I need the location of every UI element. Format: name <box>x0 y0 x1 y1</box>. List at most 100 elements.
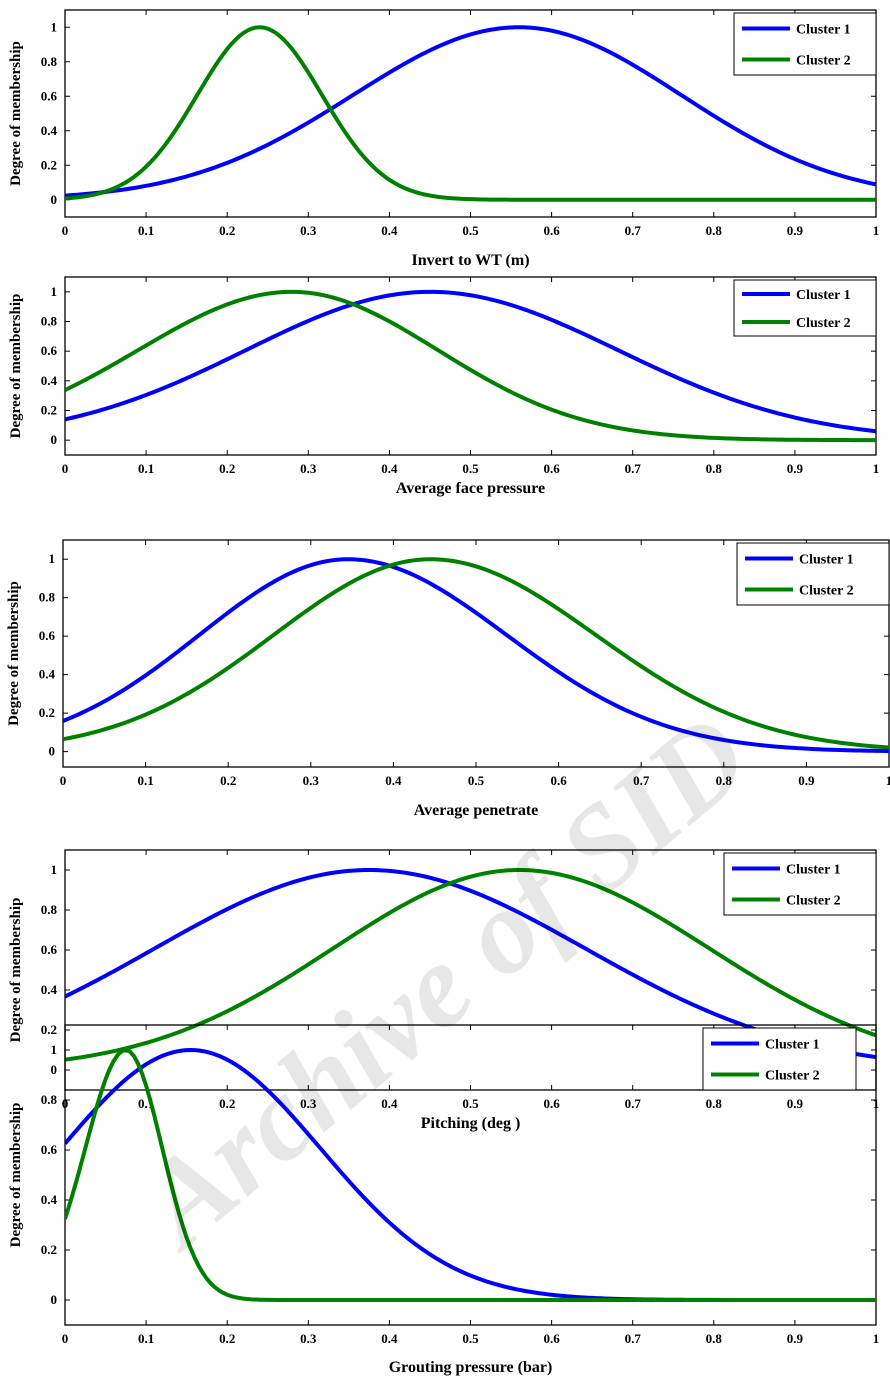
x-tick-label: 0.2 <box>219 1096 235 1111</box>
y-tick-label: 0.2 <box>41 1242 57 1257</box>
chart-panel: 0 0.1 0.2 0.3 0.4 0.5 0.6 0.7 0.8 0.9 100.20.40.60… <box>6 539 890 819</box>
x-tick-label: 0.4 <box>381 1331 398 1346</box>
x-tick-label: 0.9 <box>787 1096 804 1111</box>
y-tick-label: 0 <box>51 1062 58 1077</box>
y-tick-label: 1 <box>51 1042 58 1057</box>
x-tick-label: 0 <box>60 773 67 788</box>
y-tick-label: 1 <box>51 862 58 877</box>
x-tick-label: 0.9 <box>787 461 804 476</box>
legend-box <box>736 542 890 606</box>
y-axis-label: Degree of membership <box>8 41 24 186</box>
x-axis-label: Grouting pressure (bar) <box>389 1359 553 1376</box>
x-tick-label: 0.3 <box>300 1331 317 1346</box>
x-tick-label: 0.4 <box>381 1096 398 1111</box>
x-tick-label: 0.1 <box>138 223 154 238</box>
legend-label: Cluster 2 <box>765 1069 820 1084</box>
x-tick-label: 0.4 <box>381 461 398 476</box>
x-tick-label: 0.6 <box>543 1096 560 1111</box>
x-tick-label: 0.3 <box>300 223 317 238</box>
x-tick-label: 0.3 <box>300 461 317 476</box>
x-axis-label: Pitching (deg ) <box>421 1115 521 1132</box>
y-axis-label: Degree of membership <box>8 1103 24 1248</box>
y-tick-label: 0.6 <box>41 88 58 103</box>
y-tick-label: 0.4 <box>41 1192 58 1207</box>
y-tick-label: 0.8 <box>41 54 58 69</box>
legend-label: Cluster 2 <box>799 584 854 599</box>
y-axis-label: Degree of membership <box>8 294 24 439</box>
x-tick-label: 0.6 <box>543 461 560 476</box>
series-line-cluster-2 <box>65 1047 876 1302</box>
legend-label: Cluster 2 <box>796 54 851 69</box>
x-tick-label: 1 <box>873 1331 880 1346</box>
x-tick-label: 0.8 <box>716 773 733 788</box>
x-tick-label: 0.5 <box>462 461 479 476</box>
x-tick-label: 0.8 <box>706 223 723 238</box>
series-line-cluster-1 <box>65 25 876 198</box>
series-line-cluster-1 <box>63 557 889 754</box>
x-tick-label: 0.7 <box>633 773 650 788</box>
y-tick-label: 0.8 <box>41 314 58 329</box>
legend-box <box>723 852 877 916</box>
legend-box <box>702 1027 857 1091</box>
x-tick-label: 0.5 <box>468 773 485 788</box>
y-tick-label: 0 <box>51 1292 58 1307</box>
x-tick-label: 0.2 <box>219 223 235 238</box>
y-tick-label: 0.6 <box>41 1142 58 1157</box>
x-tick-label: 0.6 <box>543 223 560 238</box>
x-tick-label: 0.9 <box>787 1331 804 1346</box>
y-tick-label: 0.4 <box>39 667 56 682</box>
x-tick-label: 0.8 <box>706 1096 723 1111</box>
series-line-cluster-2 <box>65 25 876 202</box>
x-tick-label: 0.7 <box>625 223 642 238</box>
y-tick-label: 1 <box>49 551 56 566</box>
y-tick-label: 0.4 <box>41 373 58 388</box>
x-tick-label: 0.7 <box>625 461 642 476</box>
x-tick-label: 0.6 <box>550 773 567 788</box>
y-tick-label: 1 <box>51 19 58 34</box>
x-tick-label: 0.4 <box>381 223 398 238</box>
y-tick-label: 0.4 <box>41 982 58 997</box>
x-tick-label: 0.1 <box>138 1331 154 1346</box>
legend-label: Cluster 1 <box>796 23 851 38</box>
y-tick-label: 0.2 <box>39 705 55 720</box>
x-tick-label: 1 <box>886 773 890 788</box>
chart-panel: 0 0.1 0.2 0.3 0.4 0.5 0.6 0.7 0.8 0.9 100.20.40.60… <box>8 9 880 269</box>
x-tick-label: 0.3 <box>300 1096 317 1111</box>
legend-label: Cluster 1 <box>786 863 841 878</box>
x-tick-label: 0 <box>62 461 69 476</box>
y-tick-label: 0.6 <box>41 942 58 957</box>
y-tick-label: 0.2 <box>41 157 57 172</box>
watermark-text: Archive of SID <box>110 688 773 1274</box>
y-tick-label: 0 <box>49 744 56 759</box>
series-line-cluster-2 <box>65 867 876 1062</box>
x-tick-label: 0.6 <box>543 1331 560 1346</box>
chart-panel: 0 0.1 0.2 0.3 0.4 0.5 0.6 0.7 0.8 0.9 100.20.40.60… <box>8 276 880 497</box>
series-line-cluster-2 <box>63 557 889 750</box>
y-tick-label: 0.6 <box>39 628 56 643</box>
x-tick-label: 1 <box>873 223 880 238</box>
x-tick-label: 0.5 <box>462 1096 479 1111</box>
x-tick-label: 0.5 <box>462 1331 479 1346</box>
x-tick-label: 0.8 <box>706 461 723 476</box>
x-tick-label: 0.1 <box>137 773 153 788</box>
x-axis-label: Average face pressure <box>396 480 545 497</box>
x-axis-label: Average penetrate <box>414 802 539 819</box>
x-tick-label: 0.2 <box>219 461 235 476</box>
chart-panel: 0 0.1 0.2 0.3 0.4 0.5 0.6 0.7 0.8 0.9 100.20.40.60… <box>8 849 879 1132</box>
y-tick-label: 0.2 <box>41 1022 57 1037</box>
y-axis-label: Degree of membership <box>8 898 24 1043</box>
y-tick-label: 0 <box>51 192 58 207</box>
y-tick-label: 0.8 <box>41 1092 58 1107</box>
series-line-cluster-2 <box>65 289 876 443</box>
x-tick-label: 0.9 <box>787 223 804 238</box>
legend-label: Cluster 2 <box>786 894 841 909</box>
x-tick-label: 0.5 <box>462 223 479 238</box>
x-tick-label: 0.8 <box>706 1331 723 1346</box>
x-tick-label: 1 <box>873 461 880 476</box>
x-tick-label: 0.3 <box>303 773 320 788</box>
y-tick-label: 0.6 <box>41 343 58 358</box>
legend-label: Cluster 1 <box>799 553 854 568</box>
y-tick-label: 0 <box>51 432 58 447</box>
legend-label: Cluster 1 <box>765 1038 820 1053</box>
